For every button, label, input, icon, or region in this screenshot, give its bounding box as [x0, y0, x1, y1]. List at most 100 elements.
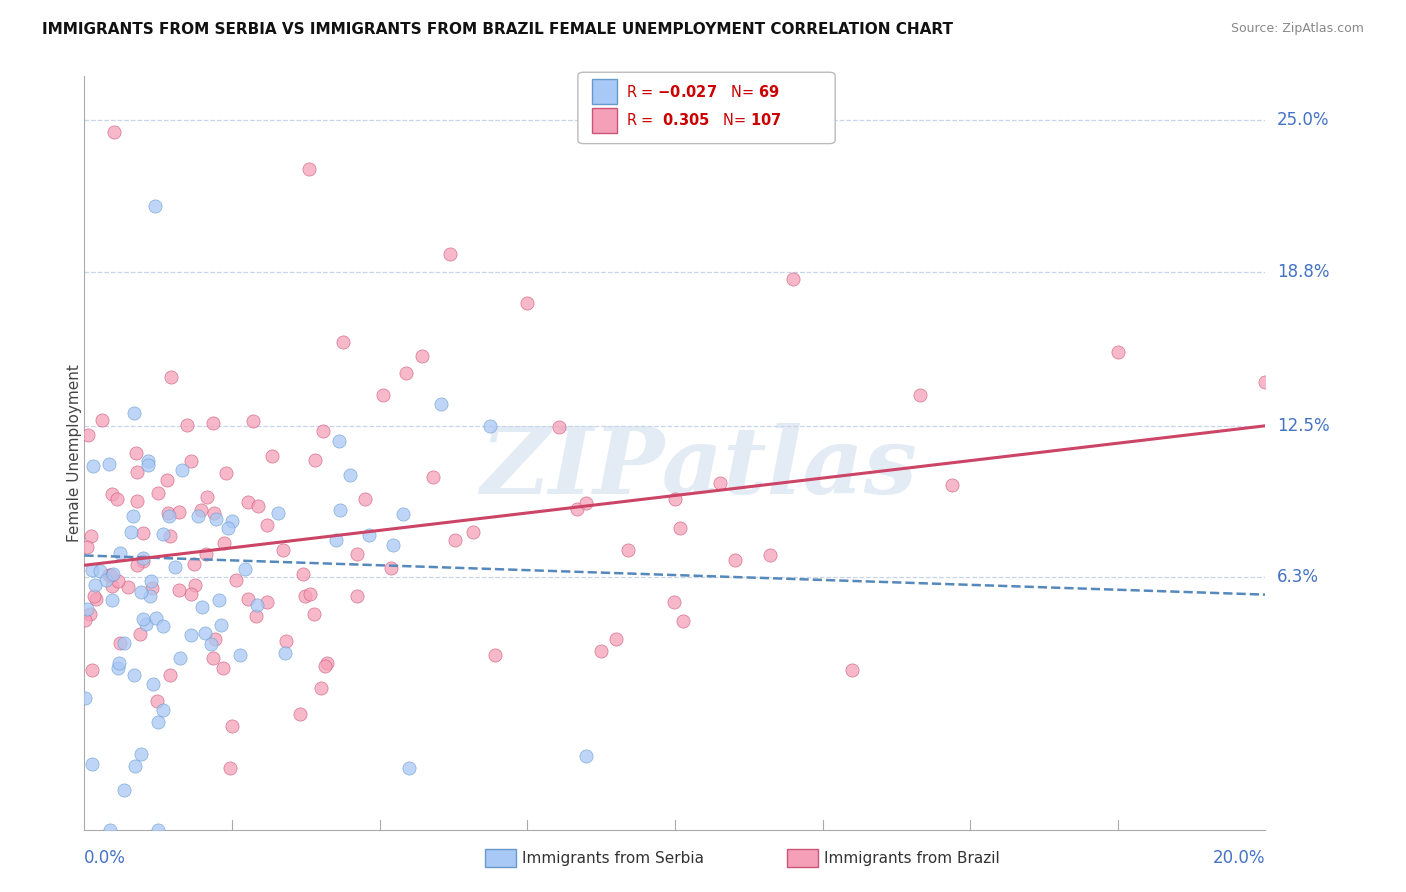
Point: [84, 592, 107, 607]
Point: [267, 507, 290, 521]
Point: [662, 595, 685, 609]
Point: [100, 487, 122, 501]
Point: [346, 589, 368, 603]
Point: [131, 585, 153, 599]
Point: [225, 573, 247, 587]
Point: [127, 465, 149, 479]
Point: [758, 548, 780, 562]
Point: [724, 552, 747, 566]
Point: [591, 643, 613, 657]
Point: [180, 586, 202, 600]
Point: [439, 247, 461, 261]
Point: [245, 609, 267, 624]
Point: [398, 761, 420, 775]
Point: [79, 607, 101, 621]
Point: [129, 747, 152, 761]
Point: [516, 296, 538, 310]
Point: [202, 650, 225, 665]
Point: [669, 521, 692, 535]
Point: [1254, 375, 1277, 389]
Text: R =  $\mathbf{0.305}$   N= $\mathbf{107}$: R = $\mathbf{0.305}$ N= $\mathbf{107}$: [626, 112, 782, 128]
Point: [94, 573, 117, 587]
Point: [152, 527, 174, 541]
Point: [167, 582, 190, 597]
Point: [136, 454, 159, 468]
Point: [76, 540, 98, 554]
Point: [112, 783, 135, 797]
Point: [195, 547, 218, 561]
Point: [304, 453, 326, 467]
Text: 6.3%: 6.3%: [1277, 568, 1319, 587]
Point: [664, 492, 686, 507]
Point: [132, 612, 155, 626]
Point: [169, 651, 191, 665]
Point: [605, 632, 627, 646]
Point: [332, 334, 354, 349]
Point: [242, 414, 264, 428]
Point: [159, 668, 181, 682]
Point: [221, 719, 243, 733]
Point: [197, 490, 219, 504]
Point: [291, 566, 314, 581]
Point: [83, 578, 105, 592]
Point: [841, 664, 863, 678]
Point: [156, 473, 179, 487]
Point: [120, 525, 142, 540]
Point: [138, 589, 160, 603]
Point: [312, 425, 335, 439]
Point: [325, 533, 347, 548]
Point: [122, 668, 145, 682]
Point: [256, 595, 278, 609]
Point: [444, 533, 467, 548]
Point: [246, 499, 269, 513]
Point: [212, 661, 235, 675]
Point: [124, 759, 146, 773]
Text: IMMIGRANTS FROM SERBIA VS IMMIGRANTS FROM BRAZIL FEMALE UNEMPLOYMENT CORRELATION: IMMIGRANTS FROM SERBIA VS IMMIGRANTS FRO…: [42, 22, 953, 37]
Point: [141, 581, 163, 595]
Point: [316, 656, 339, 670]
Point: [80, 663, 103, 677]
Point: [484, 648, 506, 662]
Point: [672, 614, 695, 628]
Point: [346, 547, 368, 561]
Point: [236, 591, 259, 606]
Point: [411, 349, 433, 363]
Point: [575, 496, 598, 510]
Point: [135, 617, 157, 632]
Point: [212, 536, 235, 550]
Point: [395, 367, 418, 381]
Point: [145, 611, 167, 625]
Point: [190, 503, 212, 517]
Point: [187, 508, 209, 523]
Point: [159, 369, 181, 384]
Point: [479, 418, 502, 433]
Point: [157, 507, 180, 521]
Point: [146, 715, 169, 730]
Point: [422, 470, 444, 484]
Text: 20.0%: 20.0%: [1213, 849, 1265, 867]
Point: [294, 589, 316, 603]
Point: [127, 558, 149, 572]
Point: [194, 626, 217, 640]
Point: [129, 627, 152, 641]
Point: [138, 458, 160, 472]
Point: [180, 453, 202, 467]
Point: [73, 613, 96, 627]
Point: [80, 529, 103, 543]
Point: [97, 568, 120, 582]
Point: [159, 529, 181, 543]
Point: [1107, 345, 1129, 359]
Point: [101, 567, 124, 582]
Point: [127, 493, 149, 508]
Point: [218, 761, 240, 775]
Point: [274, 646, 297, 660]
Text: 25.0%: 25.0%: [1277, 111, 1330, 128]
Point: [180, 628, 202, 642]
Point: [110, 546, 132, 560]
Point: [381, 538, 404, 552]
Point: [152, 703, 174, 717]
Point: [461, 524, 484, 539]
Point: [221, 515, 243, 529]
Point: [256, 518, 278, 533]
Point: [202, 417, 225, 431]
